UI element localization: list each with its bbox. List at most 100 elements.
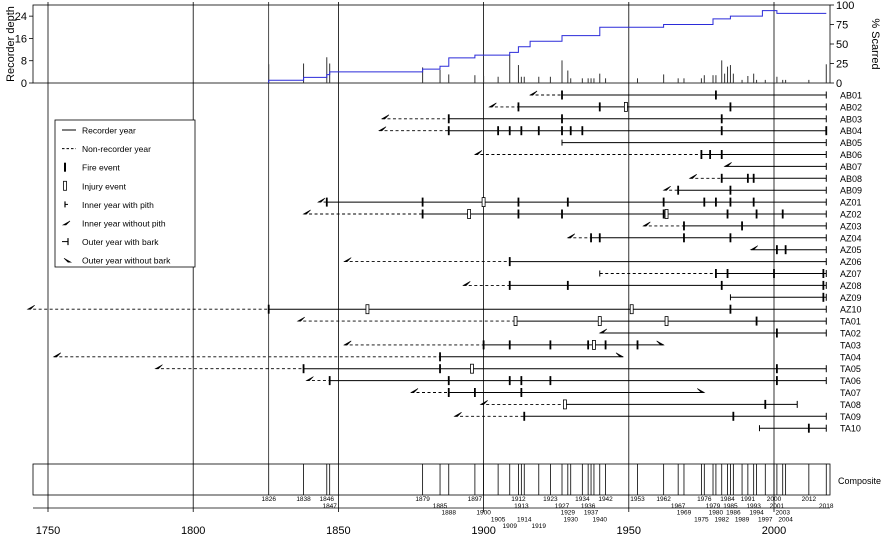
composite-year-label-1914: 1914 [517, 516, 532, 523]
fire-scar-1905 [497, 126, 500, 136]
inner-year-marker [377, 126, 387, 131]
composite-year-label-2004: 2004 [778, 516, 793, 523]
right-tick-label-50: 50 [836, 39, 848, 51]
composite-label: Composite [838, 476, 881, 486]
legend-item-dashed-line: Non-recorder year [62, 144, 151, 154]
composite-year-label-1979: 1979 [706, 503, 721, 510]
series-label: AB04 [840, 126, 862, 136]
injury-1963 [664, 209, 669, 219]
composite-year-label-1885: 1885 [433, 503, 448, 510]
inner-year-marker [26, 304, 35, 310]
inner-year-marker [296, 316, 305, 322]
fire-scar-1919 [537, 126, 540, 136]
x-tick-label-1850: 1850 [326, 525, 350, 537]
composite-year-label-1909: 1909 [503, 523, 518, 530]
composite-year-label-1969: 1969 [677, 510, 692, 517]
series-ab09: AB09 [662, 185, 862, 196]
inner-year-marker [749, 245, 758, 250]
fire-scar-2018 [825, 126, 828, 136]
fire-scar-1982 [720, 150, 723, 159]
series-az10: AZ10 [26, 304, 862, 315]
injury-1900 [481, 197, 486, 208]
fire-scar-1846 [325, 197, 328, 207]
composite-year-label-1913: 1913 [514, 503, 529, 510]
series-ta10: TA10 [758, 423, 861, 434]
legend-symbol [63, 180, 67, 191]
fire-scar-1985 [729, 197, 732, 207]
series-label: TA03 [840, 340, 861, 350]
fire-scar-1927 [561, 114, 563, 124]
series-az07: AZ07 [599, 269, 862, 279]
fire-scar-1909 [508, 126, 511, 136]
fire-scar-1993 [752, 173, 755, 183]
fire-scar-1909 [508, 280, 511, 290]
composite-year-label-1937: 1937 [584, 510, 599, 517]
top-panel-frame [32, 4, 831, 84]
composite-year-label-1927: 1927 [555, 503, 570, 510]
inner-year-marker [723, 162, 732, 167]
series-label: AB07 [840, 162, 862, 172]
fire-scar-1936 [587, 340, 590, 350]
legend-label: Non-recorder year [82, 144, 151, 154]
x-tick-label-1950: 1950 [617, 525, 641, 537]
series-label: TA01 [840, 317, 861, 327]
series-ab02: AB02 [488, 102, 862, 112]
fire-scar-1940 [598, 233, 601, 243]
composite-year-label-1976: 1976 [697, 496, 712, 503]
composite-year-label-1953: 1953 [630, 496, 645, 503]
composite-year-label-1975: 1975 [694, 516, 709, 523]
inner-year-marker [642, 221, 651, 227]
x-tick-label-2000: 2000 [762, 525, 786, 537]
x-tick-label-1800: 1800 [181, 525, 205, 537]
fire-scar-1888 [447, 126, 450, 136]
fire-scar-1909 [508, 257, 511, 267]
fire-scar-1969 [683, 233, 685, 243]
fire-scar-2012 [807, 423, 810, 433]
fire-scar-1984 [726, 269, 729, 278]
series-label: AB05 [840, 138, 862, 148]
series-ta05: TA05 [154, 363, 861, 374]
series-ab04: AB04 [377, 126, 862, 136]
fire-scar-1929 [566, 280, 569, 290]
outer-year-marker [697, 388, 706, 393]
series-az08: AZ08 [462, 280, 862, 291]
series-label: TA04 [840, 352, 861, 362]
composite-year-label-1982: 1982 [714, 516, 729, 523]
right-tick-label-0: 0 [836, 78, 842, 90]
series-label: AZ08 [840, 281, 862, 291]
series-label: AB02 [840, 102, 862, 112]
injury-1940 [597, 316, 602, 327]
fire-scar-1912 [517, 197, 520, 207]
composite-year-label-1879: 1879 [415, 496, 430, 503]
fire-scar-2001 [776, 328, 778, 338]
series-label: AZ07 [840, 269, 862, 279]
series-az03: AZ03 [642, 221, 862, 231]
series-ta07: TA07 [409, 388, 861, 398]
fire-scar-2017 [822, 280, 825, 290]
series-az06: AZ06 [343, 257, 862, 267]
injury-1938 [592, 339, 596, 350]
fire-scar-1913 [520, 388, 523, 397]
outer-year-marker [656, 340, 665, 346]
composite-year-label-1986: 1986 [726, 510, 741, 517]
series-label: TA07 [840, 388, 861, 398]
inner-year-marker [305, 376, 314, 381]
left-tick-label-0: 0 [21, 78, 27, 90]
right-axis-label: % Scarred [869, 18, 881, 69]
inner-year-marker [453, 412, 462, 417]
legend-label: Fire event [82, 163, 120, 173]
legend-item-outer-arrow: Outer year without bark [63, 256, 171, 266]
fire-scar-1912 [517, 102, 520, 112]
composite-year-label-1929: 1929 [561, 510, 576, 517]
fire-scar-1989 [741, 221, 743, 231]
composite-year-label-1930: 1930 [563, 516, 578, 523]
fire-scar-1879 [421, 209, 424, 219]
legend-label: Injury event [82, 181, 127, 191]
fire-scar-2017 [822, 269, 825, 278]
inner-year-marker [154, 364, 163, 369]
fire-scar-1900 [482, 340, 485, 350]
left-axis-label: Recorder depth [5, 6, 17, 82]
fire-scar-1913 [520, 126, 523, 136]
series-label: AB01 [840, 91, 862, 101]
series-ta03: TA03 [343, 339, 861, 350]
